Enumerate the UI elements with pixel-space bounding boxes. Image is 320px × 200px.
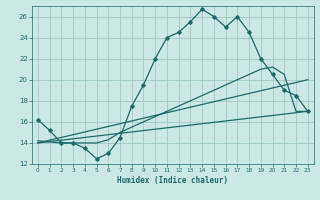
X-axis label: Humidex (Indice chaleur): Humidex (Indice chaleur)	[117, 176, 228, 185]
